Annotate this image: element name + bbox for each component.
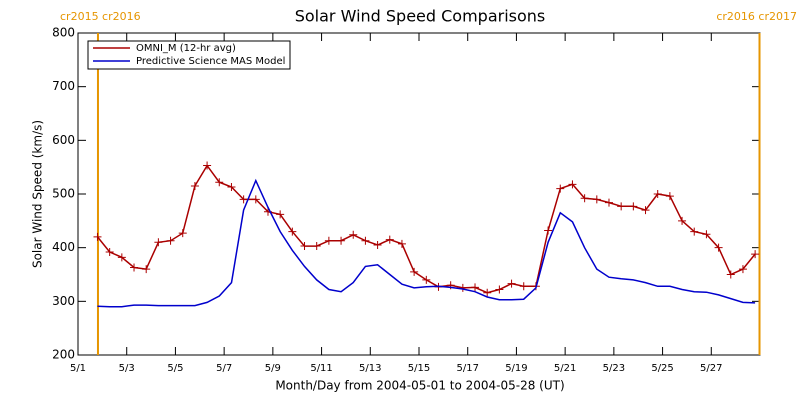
x-tick-label: 5/21 (554, 363, 576, 374)
series-line (96, 164, 756, 294)
chart-title: Solar Wind Speed Comparisons (295, 7, 546, 26)
marker (592, 195, 601, 204)
y-tick-label: 800 (52, 26, 75, 40)
marker (629, 202, 638, 211)
x-tick-label: 5/9 (265, 363, 281, 374)
marker (166, 236, 175, 245)
marker (751, 250, 760, 259)
y-axis-label: Solar Wind Speed (km/s) (31, 120, 45, 268)
marker (190, 181, 199, 190)
marker (105, 247, 114, 256)
marker (203, 161, 212, 170)
marker (580, 194, 589, 203)
marker (227, 183, 236, 192)
marker (702, 230, 711, 239)
marker (653, 190, 662, 198)
marker (410, 267, 419, 276)
y-tick-label: 600 (52, 133, 75, 147)
marker (519, 282, 528, 291)
marker (130, 263, 139, 272)
marker (178, 229, 187, 238)
marker (604, 198, 613, 207)
x-tick-label: 5/7 (216, 363, 232, 374)
marker (93, 232, 102, 241)
x-tick-label: 5/19 (505, 363, 527, 374)
marker (617, 202, 626, 211)
x-tick-label: 5/11 (310, 363, 332, 374)
x-axis-label: Month/Day from 2004-05-01 to 2004-05-28 … (275, 379, 564, 393)
marker (544, 226, 553, 235)
marker (324, 236, 333, 245)
marker (215, 178, 224, 187)
marker (251, 195, 260, 204)
marker (471, 283, 480, 292)
marker (568, 180, 577, 189)
y-tick-label: 700 (52, 79, 75, 93)
marker (373, 240, 382, 249)
legend-box (87, 40, 291, 70)
rotation-label: cr2015 cr2016 (60, 10, 141, 23)
marker (690, 227, 699, 236)
x-tick-label: 5/23 (603, 363, 625, 374)
marker (678, 216, 687, 225)
marker (276, 210, 285, 219)
legend-label: OMNI_M (12-hr avg) (136, 43, 236, 54)
marker (385, 235, 394, 244)
marker (397, 239, 406, 248)
legend-label: Predictive Science MAS Model (136, 56, 285, 67)
marker (288, 227, 297, 236)
marker (300, 242, 309, 251)
marker (361, 236, 370, 245)
marker (726, 270, 735, 279)
rotation-label: cr2016 cr2017 (716, 10, 797, 23)
marker (239, 195, 248, 204)
x-tick-label: 5/13 (359, 363, 381, 374)
x-tick-label: 5/17 (456, 363, 478, 374)
marker (641, 206, 650, 215)
series-line (97, 178, 756, 308)
y-tick-label: 200 (52, 348, 75, 362)
y-tick-label: 300 (52, 294, 75, 308)
marker (556, 184, 565, 193)
y-tick-label: 500 (52, 187, 75, 201)
marker (483, 288, 492, 297)
x-tick-label: 5/27 (700, 363, 722, 374)
marker (312, 242, 321, 251)
marker (738, 265, 747, 274)
x-tick-label: 5/15 (408, 363, 430, 374)
marker (337, 236, 346, 245)
marker (349, 230, 358, 239)
marker (154, 238, 163, 247)
x-tick-label: 5/25 (651, 363, 673, 374)
marker (117, 253, 126, 262)
x-tick-label: 5/1 (70, 363, 86, 374)
marker (495, 285, 504, 294)
x-tick-label: 5/5 (167, 363, 183, 374)
marker (422, 275, 431, 284)
y-tick-label: 400 (52, 240, 75, 254)
marker (142, 265, 151, 274)
marker (714, 243, 723, 252)
x-tick-label: 5/3 (119, 363, 135, 374)
marker (507, 279, 516, 288)
marker (665, 192, 674, 201)
